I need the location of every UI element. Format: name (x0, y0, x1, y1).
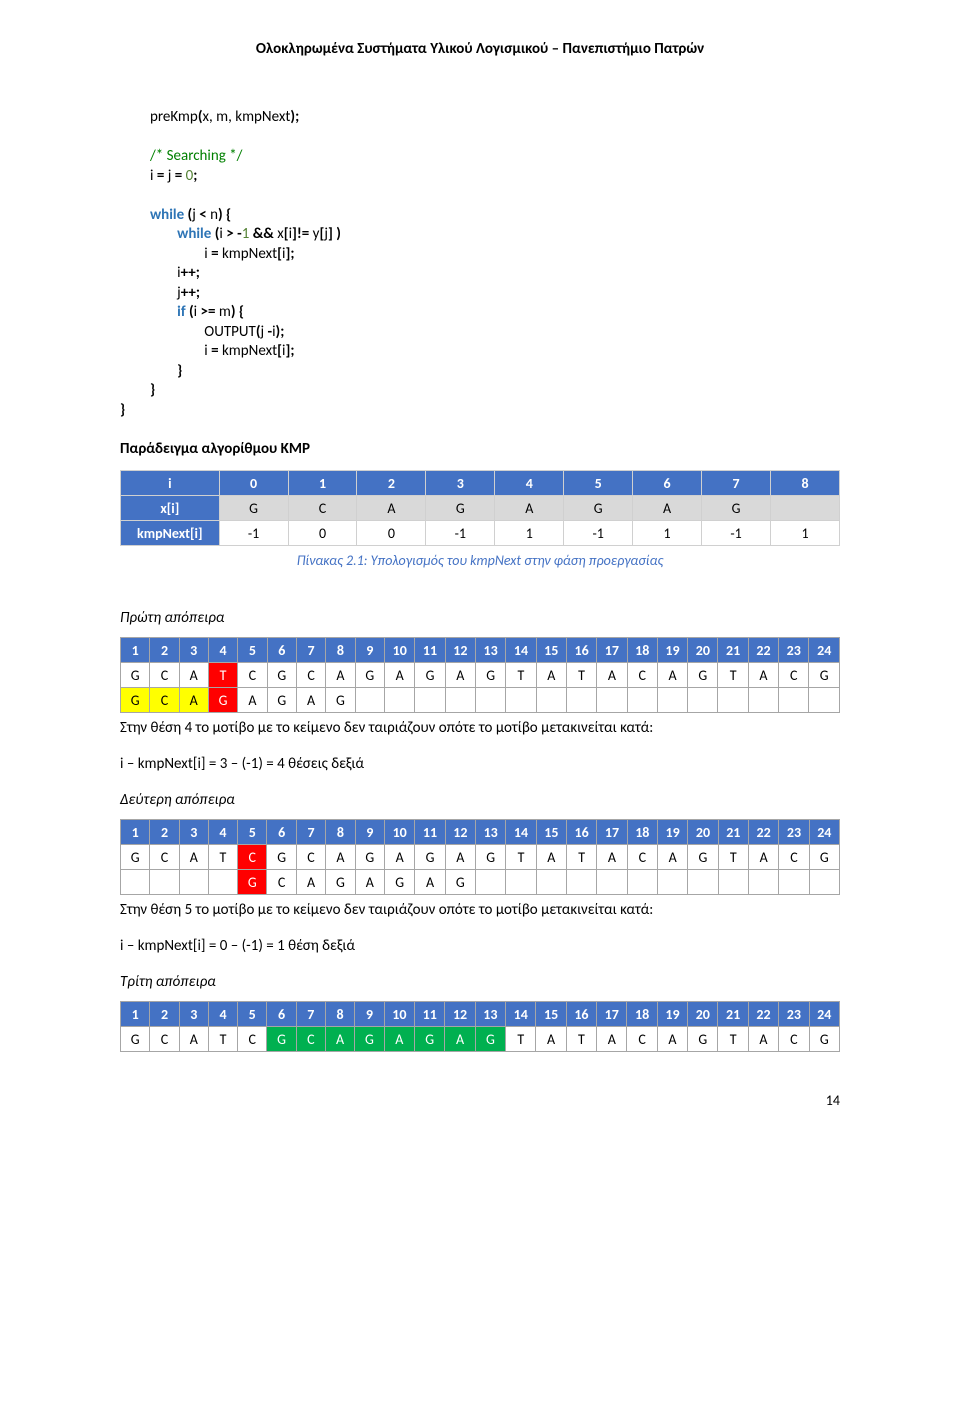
attempt3-label: Τρίτη απόπειρα (120, 973, 840, 991)
table-caption: Πίνακας 2.1: Υπολογισμός του kmpNext στη… (120, 552, 840, 569)
kmp-table: i 012345678 x[i] GCAGAGAG kmpNext[i] -10… (120, 470, 840, 546)
attempt2-calc: i – kmpNext[i] = 0 – (-1) = 1 θέση δεξιά (120, 937, 840, 955)
attempt3-table: 123456789101112131415161718192021222324G… (120, 1001, 840, 1052)
page-number: 14 (120, 1092, 840, 1109)
attempt1-note: Στην θέση 4 το μοτίβο με το κείμενο δεν … (120, 719, 840, 737)
attempt1-label: Πρώτη απόπειρα (120, 609, 840, 627)
attempt2-table: 123456789101112131415161718192021222324G… (120, 819, 840, 895)
code-block: preKmp(x, m, kmpNext); /* Searching */ i… (150, 108, 840, 420)
attempt2-label: Δεύτερη απόπειρα (120, 791, 840, 809)
page-header: Ολοκληρωμένα Συστήματα Υλικού Λογισμικού… (120, 40, 840, 58)
attempt1-table: 123456789101112131415161718192021222324G… (120, 637, 840, 713)
attempt1-calc: i – kmpNext[i] = 3 – (-1) = 4 θέσεις δεξ… (120, 755, 840, 773)
attempt2-note: Στην θέση 5 το μοτίβο με το κείμενο δεν … (120, 901, 840, 919)
example-title: Παράδειγμα αλγορίθμου KMP (120, 440, 840, 458)
